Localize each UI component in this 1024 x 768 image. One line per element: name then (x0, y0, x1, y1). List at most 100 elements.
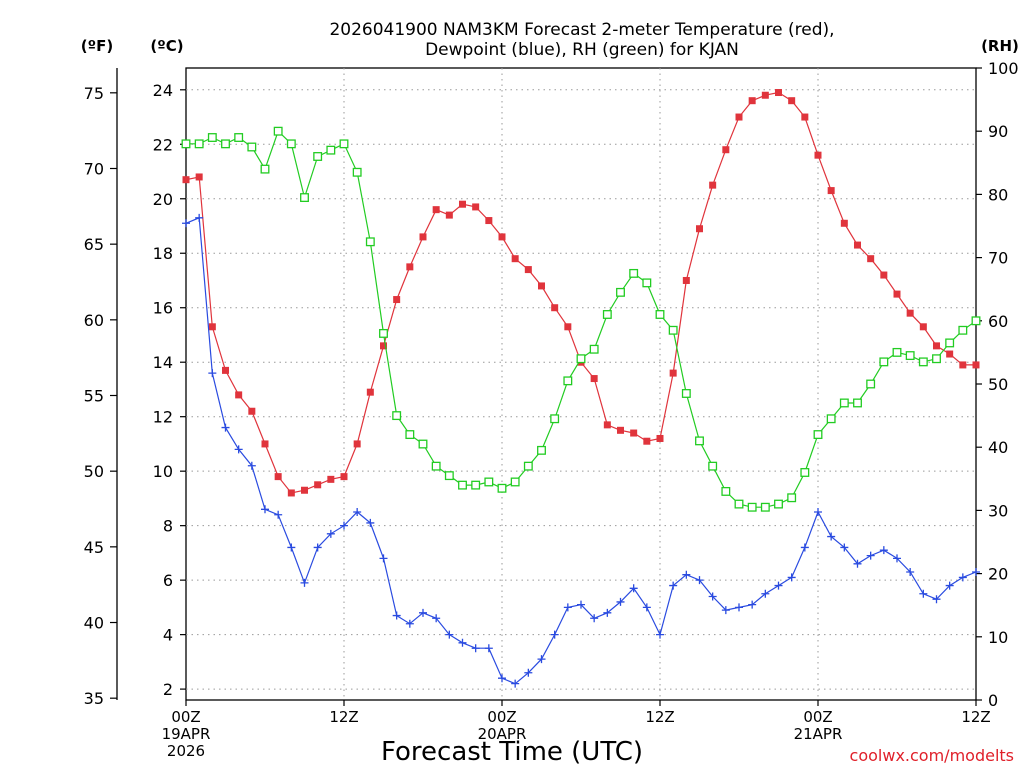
dewpoint-point (405, 619, 414, 628)
rh-tick-label: 100 (988, 59, 1019, 78)
rh-tick-label: 70 (988, 249, 1008, 268)
rh-point (629, 268, 639, 278)
dewpoint-point (906, 567, 915, 576)
temperature-point (696, 225, 703, 233)
rh-point (484, 477, 494, 487)
dewpoint-point (695, 576, 704, 585)
rh-point (313, 152, 323, 161)
rh-point (444, 471, 454, 481)
temperature-point (735, 113, 743, 121)
rh-point (787, 493, 797, 503)
temperature-point (511, 255, 519, 263)
dewpoint-line (185, 216, 977, 685)
rh-point (273, 126, 283, 136)
temperature-point (538, 282, 545, 290)
temperature-point (301, 486, 308, 494)
dewpoint-point (182, 219, 190, 228)
dewpoint-point (919, 589, 928, 598)
rh-point (339, 139, 349, 149)
dewpoint-point (853, 559, 862, 568)
celsius-tick-label: 6 (163, 571, 173, 590)
dewpoint-point (247, 461, 256, 470)
rh-point (760, 502, 770, 512)
temperature-point (656, 434, 664, 442)
temperature-point (722, 146, 730, 154)
dewpoint-point (221, 423, 230, 432)
celsius-tick-label: 12 (153, 408, 173, 427)
temperature-point (959, 361, 967, 369)
dewpoint-point (511, 679, 520, 688)
dewpoint-series (182, 213, 980, 688)
gridlines (186, 68, 976, 700)
fahrenheit-axis: 35 40 45 50 55 60 65 70 75 (84, 84, 117, 708)
rh-point (655, 310, 665, 319)
fahrenheit-tick-label: 35 (84, 689, 104, 708)
dewpoint-point (234, 445, 243, 454)
dewpoint-point (432, 614, 441, 623)
rh-point (813, 430, 823, 440)
rh-point (550, 414, 560, 424)
rh-point (747, 502, 757, 512)
temperature-point (564, 323, 572, 331)
dewpoint-point (787, 573, 796, 582)
temperature-point (314, 481, 322, 489)
temperature-point (880, 271, 888, 279)
rh-point (945, 338, 955, 348)
dewpoint-point (261, 505, 269, 514)
temperature-point (248, 407, 256, 415)
rh-point (221, 139, 230, 149)
fahrenheit-tick-label: 70 (84, 159, 104, 178)
rh-point (905, 351, 915, 361)
temperature-point (643, 437, 651, 445)
celsius-tick-label: 20 (153, 190, 173, 209)
temperature-point (327, 475, 335, 483)
temperature-point (445, 211, 453, 219)
dewpoint-point (879, 546, 888, 555)
celsius-tick-label: 24 (153, 81, 173, 100)
dewpoint-point (300, 578, 309, 587)
temperature-point (933, 342, 940, 350)
rh-point (365, 237, 375, 247)
celsius-tick-label: 16 (153, 299, 173, 318)
temperature-point (669, 369, 677, 377)
dewpoint-point (958, 573, 967, 582)
temperature-point (709, 181, 717, 189)
temperature-point (419, 233, 427, 241)
rh-line (186, 130, 977, 508)
temperature-point (287, 489, 295, 497)
fahrenheit-unit-label: (ºF) (81, 37, 113, 55)
celsius-tick-label: 4 (163, 626, 173, 645)
dewpoint-point (274, 510, 283, 519)
time-tick-label: 00Z (171, 708, 200, 726)
temperature-point (340, 473, 348, 481)
dewpoint-point (800, 543, 809, 552)
temperature-point (801, 113, 809, 121)
temperature-point (630, 429, 638, 437)
rh-point (589, 344, 599, 354)
fahrenheit-tick-label: 65 (84, 235, 104, 254)
rh-point (405, 430, 415, 440)
dewpoint-point (340, 521, 348, 530)
temperature-point (222, 366, 229, 374)
dewpoint-point (682, 570, 691, 579)
celsius-tick-label: 2 (163, 680, 173, 699)
time-tick-date-label: 20APR (478, 725, 527, 743)
dewpoint-point (840, 543, 849, 552)
rh-point (458, 480, 467, 490)
dewpoint-point (814, 508, 822, 517)
rh-point (721, 486, 731, 496)
dewpoint-point (577, 600, 585, 609)
rh-point (971, 316, 981, 326)
time-tick-label: 00Z (803, 708, 832, 726)
time-tick-label: 12Z (961, 708, 990, 726)
temperature-point (854, 241, 861, 249)
rh-point (234, 133, 244, 142)
temperature-point (682, 276, 690, 284)
rh-point (681, 389, 691, 398)
rh-tick-label: 0 (988, 691, 998, 710)
rh-point (418, 439, 428, 449)
temperature-point (380, 342, 387, 350)
temperature-point (182, 176, 190, 184)
temperature-point (498, 233, 506, 241)
temperature-point (590, 375, 598, 383)
